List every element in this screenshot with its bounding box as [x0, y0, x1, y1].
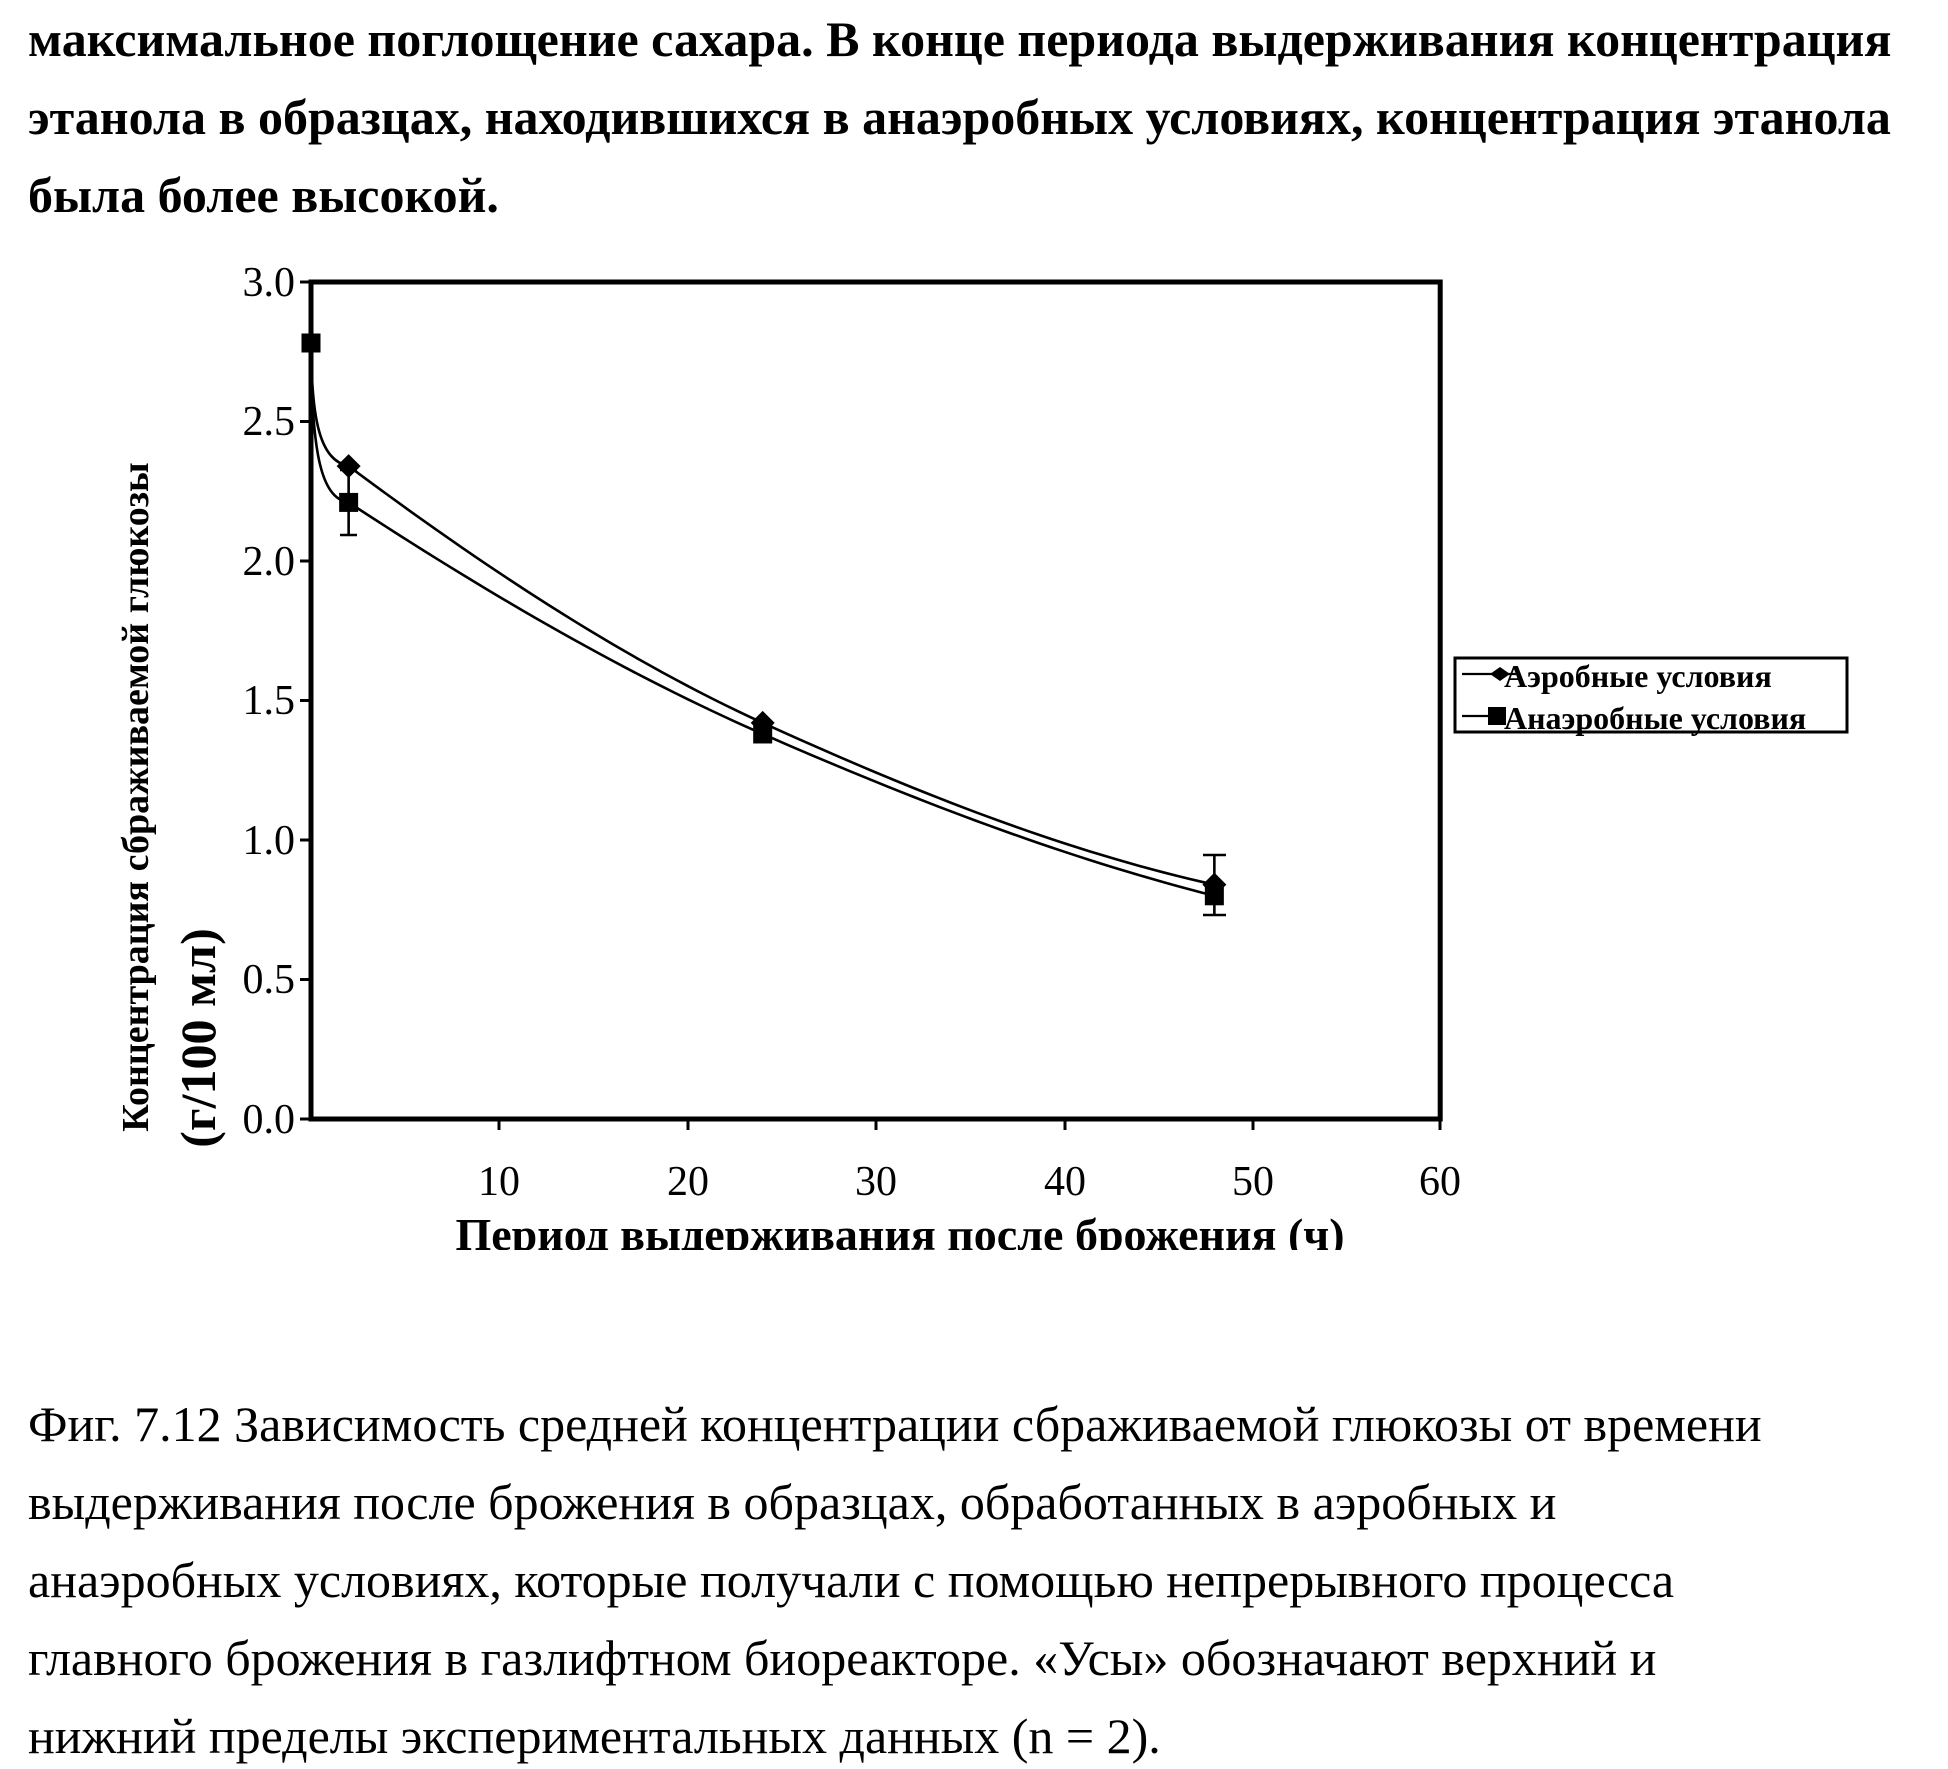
svg-text:Период выдерживания после брож: Период выдерживания после брожения (ч) — [455, 1209, 1344, 1250]
svg-text:30: 30 — [855, 1159, 897, 1205]
svg-text:Анаэробные условия: Анаэробные условия — [1504, 700, 1806, 736]
svg-text:1.5: 1.5 — [243, 678, 296, 724]
svg-text:50: 50 — [1232, 1159, 1274, 1205]
svg-text:(г/100 мл): (г/100 мл) — [170, 928, 226, 1148]
svg-text:1.0: 1.0 — [243, 818, 296, 864]
svg-text:60: 60 — [1419, 1159, 1461, 1205]
svg-text:2.5: 2.5 — [243, 399, 296, 445]
svg-text:Аэробные условия: Аэробные условия — [1504, 658, 1772, 694]
svg-text:2.0: 2.0 — [243, 539, 296, 585]
svg-text:20: 20 — [667, 1159, 709, 1205]
svg-text:40: 40 — [1044, 1159, 1086, 1205]
svg-text:3.0: 3.0 — [243, 260, 296, 306]
svg-text:10: 10 — [478, 1159, 520, 1205]
svg-text:0.0: 0.0 — [243, 1097, 296, 1143]
svg-text:Концентрация сбраживаемой глюк: Концентрация сбраживаемой глюкозы — [115, 462, 157, 1131]
svg-text:0.5: 0.5 — [243, 957, 296, 1003]
